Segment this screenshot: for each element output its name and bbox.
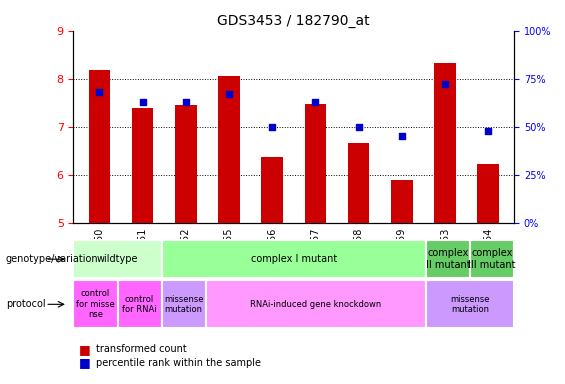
Bar bbox=[305, 104, 326, 223]
Text: genotype/variation: genotype/variation bbox=[6, 254, 98, 264]
Bar bbox=[132, 109, 153, 223]
Text: missense
mutation: missense mutation bbox=[164, 295, 203, 314]
Text: control
for RNAi: control for RNAi bbox=[122, 295, 157, 314]
Point bbox=[268, 124, 277, 130]
Point bbox=[311, 99, 320, 105]
Title: GDS3453 / 182790_at: GDS3453 / 182790_at bbox=[218, 14, 370, 28]
Bar bbox=[434, 63, 456, 223]
Point bbox=[484, 127, 493, 134]
Point bbox=[397, 133, 406, 139]
Text: complex I mutant: complex I mutant bbox=[251, 254, 337, 264]
Text: complex
III mutant: complex III mutant bbox=[468, 248, 516, 270]
Bar bbox=[477, 164, 499, 223]
Text: percentile rank within the sample: percentile rank within the sample bbox=[96, 358, 261, 368]
Point bbox=[354, 124, 363, 130]
Point bbox=[138, 99, 147, 105]
Text: protocol: protocol bbox=[6, 299, 45, 310]
Point bbox=[95, 89, 104, 95]
Text: ■: ■ bbox=[79, 356, 91, 369]
Bar bbox=[218, 76, 240, 223]
Point bbox=[181, 99, 190, 105]
Bar bbox=[89, 70, 110, 223]
Bar bbox=[391, 180, 412, 223]
Point bbox=[441, 81, 450, 88]
Text: RNAi-induced gene knockdown: RNAi-induced gene knockdown bbox=[250, 300, 381, 309]
Bar bbox=[175, 105, 197, 223]
Bar bbox=[262, 157, 283, 223]
Text: transformed count: transformed count bbox=[96, 344, 187, 354]
Point bbox=[224, 91, 233, 97]
Text: ■: ■ bbox=[79, 343, 91, 356]
Text: control
for misse
nse: control for misse nse bbox=[76, 290, 115, 319]
Text: wildtype: wildtype bbox=[97, 254, 138, 264]
Bar bbox=[348, 142, 370, 223]
Text: complex
II mutant: complex II mutant bbox=[426, 248, 470, 270]
Text: missense
mutation: missense mutation bbox=[450, 295, 490, 314]
